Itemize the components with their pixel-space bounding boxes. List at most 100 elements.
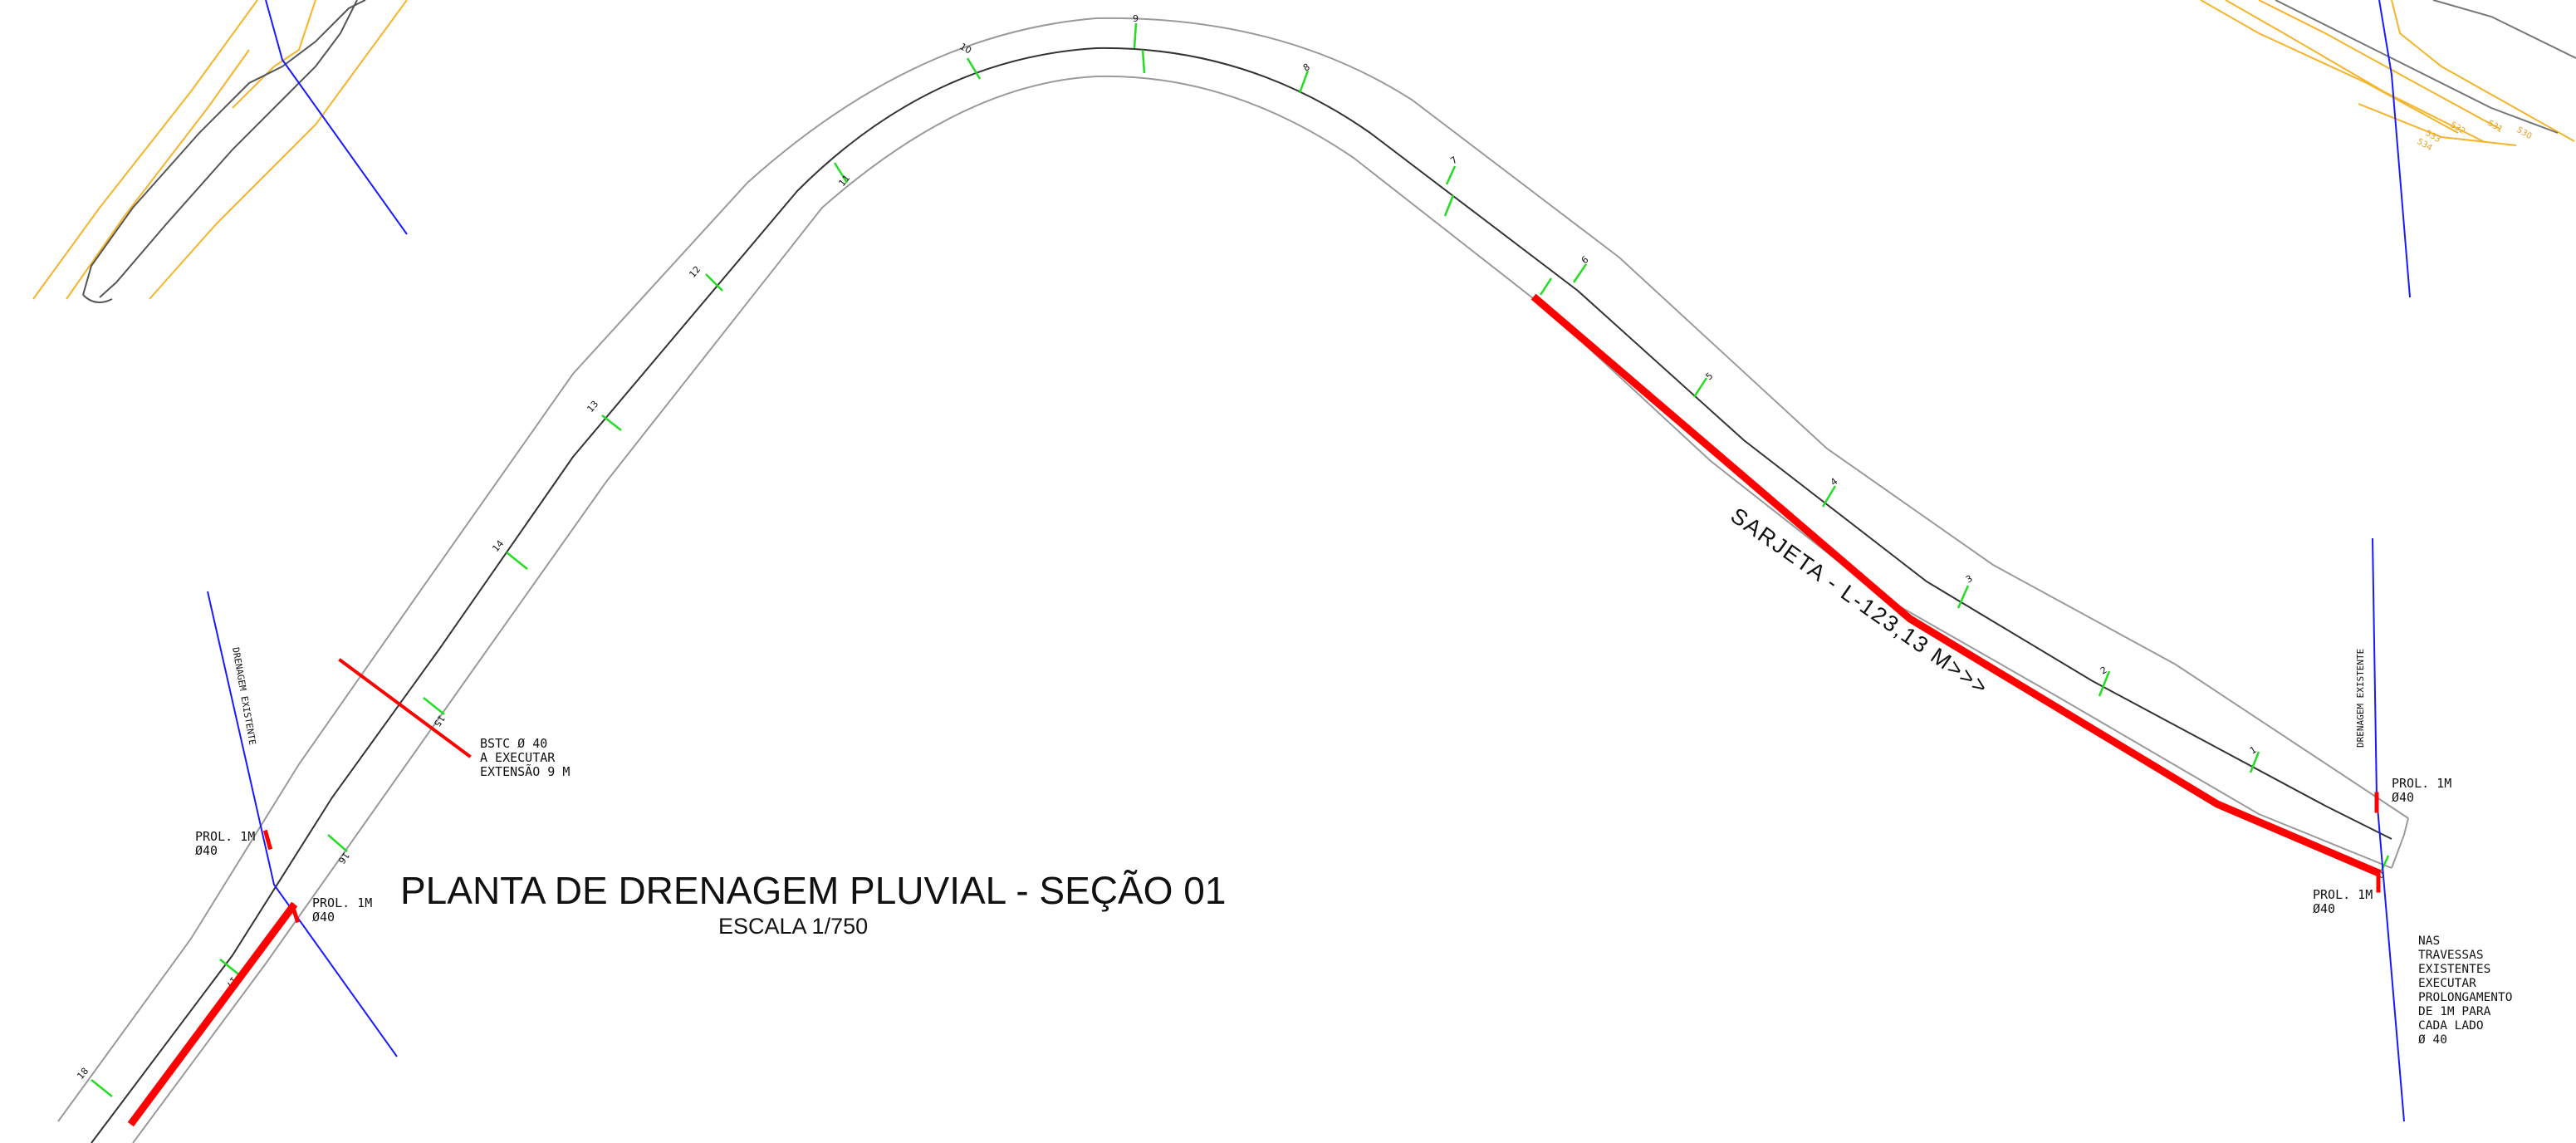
note-line: TRAVESSAS <box>2418 949 2484 962</box>
gutter-and-culverts <box>127 293 2382 1127</box>
note-line: EXISTENTES <box>2418 963 2490 976</box>
station-labels: 0 1 2 3 4 5 6 7 8 9 10 11 12 13 14 15 16… <box>75 13 2386 1082</box>
station-label: 4 <box>1829 476 1840 488</box>
station-tick <box>1539 277 1553 296</box>
road-edge-inner <box>132 75 2392 1143</box>
note-line: EXTENSÃO 9 M <box>480 763 570 779</box>
drainage-line <box>2372 537 2405 1122</box>
existing-drainage <box>207 537 2405 1122</box>
bstc-culvert <box>338 658 472 758</box>
terrain-outline <box>82 294 113 303</box>
station-tick <box>423 697 445 715</box>
station-tick <box>1821 485 1837 508</box>
station-label: 14 <box>490 538 506 554</box>
contour-label: 531 <box>2486 119 2505 135</box>
contour-line <box>2391 0 2575 142</box>
drenagem-existente-label: DRENAGEM EXISTENTE <box>230 646 258 746</box>
prol-mark <box>289 902 301 924</box>
contour-line <box>32 0 258 300</box>
station-tick <box>705 273 723 292</box>
contour-line <box>232 0 316 109</box>
station-tick <box>1445 165 1457 185</box>
station-tick <box>1692 377 1708 398</box>
contour-line <box>149 0 408 300</box>
note-line: Ø 40 <box>2418 1033 2447 1047</box>
note-line: PROLONGAMENTO <box>2418 991 2513 1004</box>
prol-mark <box>262 829 273 851</box>
gutter-line <box>1530 293 2382 877</box>
note-line: Ø40 <box>195 843 218 858</box>
station-tick <box>1133 22 1138 49</box>
terrain-top-right: 530 531 532 533 534 <box>2200 0 2576 298</box>
sarjeta-label: SARJETA - L-123,13 M>>> <box>1726 503 1994 700</box>
prol-note-right-lower: PROL. 1M Ø40 <box>2313 887 2373 916</box>
terrain-outline <box>99 0 358 298</box>
note-line: EXECUTAR <box>2418 977 2476 990</box>
station-label: 3 <box>1964 573 1975 586</box>
station-label: 13 <box>585 399 600 415</box>
road-centerline <box>91 47 2392 1143</box>
station-tick <box>601 415 622 431</box>
note-line: PROL. 1M <box>312 895 372 910</box>
travessas-note: NAS TRAVESSAS EXISTENTES EXECUTAR PROLON… <box>2418 935 2513 1047</box>
station-tick <box>1141 49 1146 74</box>
station-label: 8 <box>1301 61 1312 74</box>
station-label: 11 <box>836 173 852 189</box>
station-tick <box>833 162 849 184</box>
contour-line <box>2200 0 2459 134</box>
station-label: 12 <box>687 264 703 280</box>
prol-note-right-upper: PROL. 1M Ø40 <box>2392 776 2451 805</box>
gutter-line <box>127 901 298 1127</box>
contour-label: 530 <box>2515 125 2534 141</box>
road-corridor <box>57 17 2409 1143</box>
contour-line <box>66 49 250 300</box>
note-line: CADA LADO <box>2418 1019 2484 1033</box>
station-tick <box>2098 670 2111 697</box>
plan-title: PLANTA DE DRENAGEM PLUVIAL - SEÇÃO 01 <box>400 869 1226 912</box>
contour-line <box>2225 0 2484 142</box>
station-tick <box>506 552 528 570</box>
drenagem-existente-label: DRENAGEM EXISTENTE <box>2355 649 2366 748</box>
station-tick <box>1298 70 1310 94</box>
station-label: 16 <box>336 850 352 866</box>
road-end-cap <box>2391 817 2409 869</box>
note-line: NAS <box>2418 935 2440 948</box>
prol-note-left-upper: PROL. 1M Ø40 <box>195 829 255 858</box>
station-tick <box>327 834 348 852</box>
road-edge-outer <box>57 17 2409 1122</box>
contour-line <box>2358 103 2517 146</box>
note-line: Ø40 <box>2313 901 2335 916</box>
station-label: 9 <box>1133 13 1139 24</box>
note-line: Ø40 <box>312 910 335 925</box>
station-label: 7 <box>1448 155 1459 167</box>
note-line: PROL. 1M <box>195 829 255 844</box>
station-tick <box>966 57 982 80</box>
drainage-line <box>265 0 408 235</box>
contour-label: 532 <box>2449 120 2467 136</box>
station-ticks <box>91 22 2390 1097</box>
station-tick <box>1443 194 1455 217</box>
drainage-line <box>2378 0 2411 298</box>
drainage-line <box>207 591 398 1057</box>
bstc-note: BSTC Ø 40 A EXECUTAR EXTENSÃO 9 M <box>480 736 570 779</box>
station-label: 6 <box>1579 254 1591 267</box>
terrain-outline <box>82 0 366 296</box>
station-label: 10 <box>958 41 974 56</box>
terrain-outline <box>2432 0 2576 59</box>
station-tick <box>2249 751 2260 773</box>
station-tick <box>91 1079 113 1097</box>
note-line: PROL. 1M <box>2313 887 2373 902</box>
terrain-top-left <box>32 0 408 303</box>
station-tick <box>219 959 242 977</box>
note-line: DE 1M PARA <box>2418 1005 2491 1018</box>
plan-scale: ESCALA 1/750 <box>718 914 868 939</box>
note-line: BSTC Ø 40 <box>480 736 547 751</box>
terrain-outline <box>2275 0 2559 134</box>
contour-line <box>2258 0 2500 130</box>
station-tick <box>1572 263 1588 283</box>
note-line: PROL. 1M <box>2392 776 2451 791</box>
station-tick <box>1956 585 1970 609</box>
note-line: A EXECUTAR <box>480 750 556 765</box>
note-line: Ø40 <box>2392 790 2414 805</box>
